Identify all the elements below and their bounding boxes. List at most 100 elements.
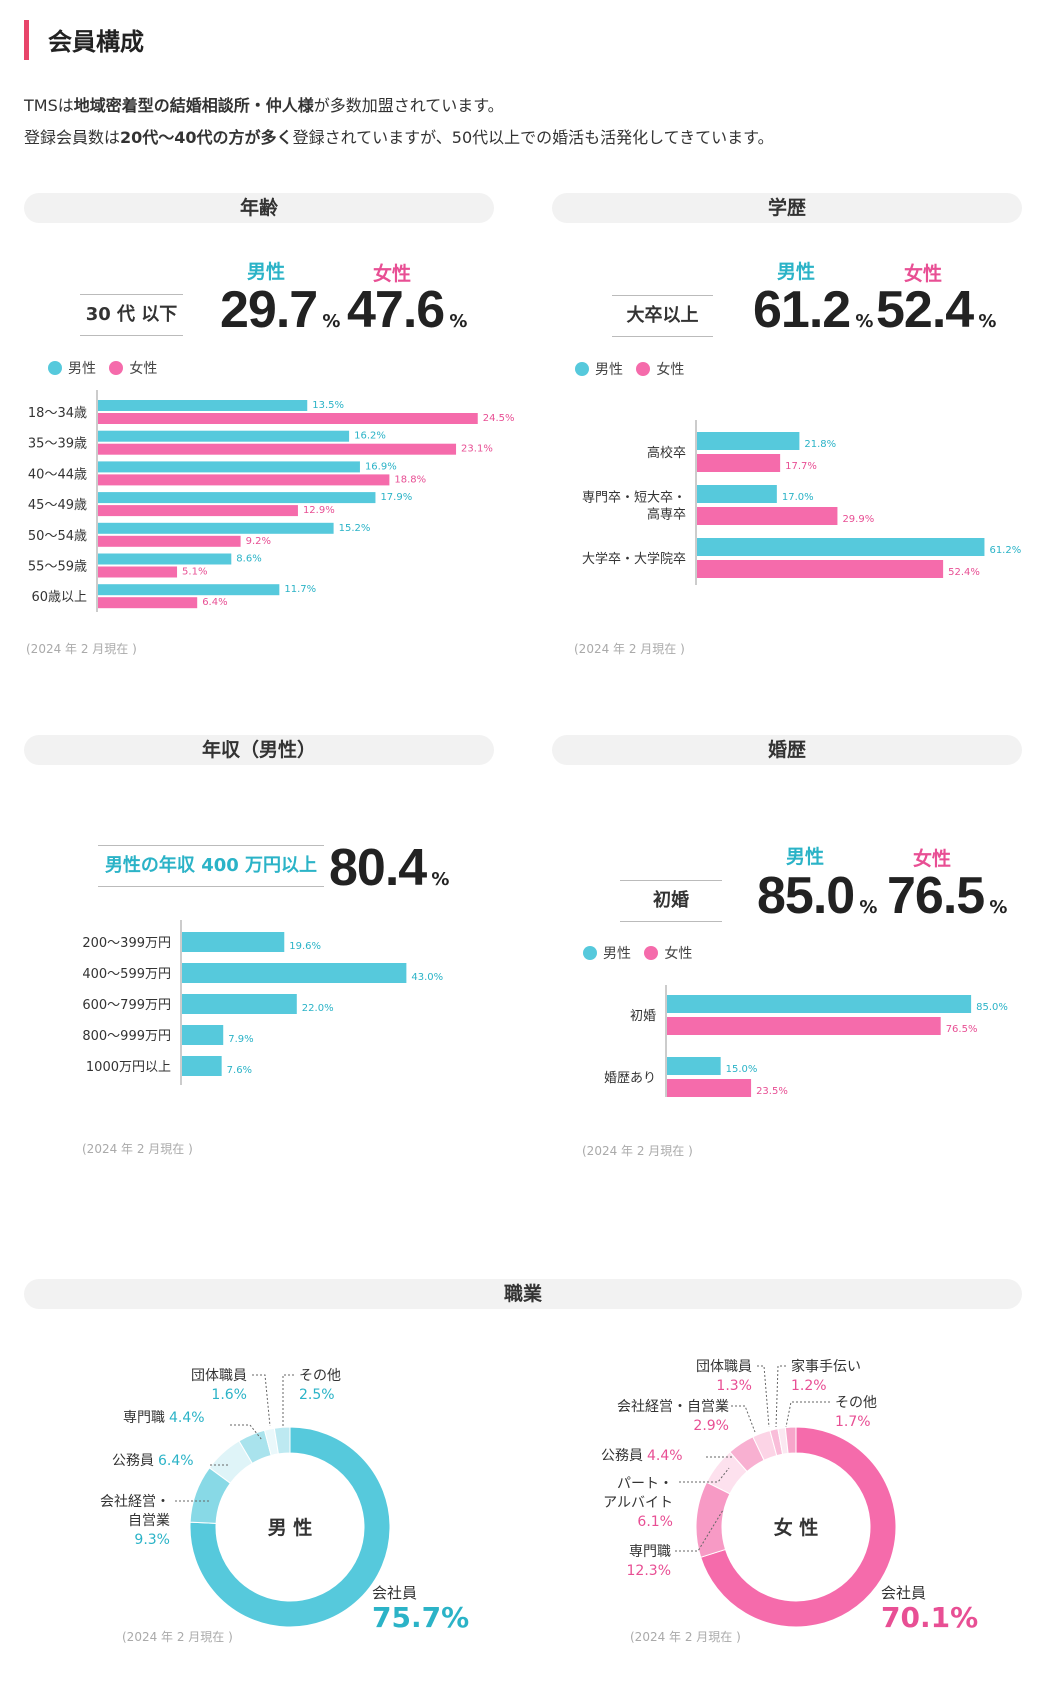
percent-unit: % xyxy=(322,311,341,332)
bar xyxy=(98,535,241,547)
slice-name-label: 専門職 xyxy=(123,1410,165,1426)
donut-slice xyxy=(273,1426,291,1455)
bar-value-label: 21.8% xyxy=(804,439,836,450)
intro-line-1: TMSは地域密着型の結婚相談所・仲人様が多数加盟されています。 xyxy=(24,92,504,116)
leader-line xyxy=(252,1374,271,1427)
age-male-value: 29.7 xyxy=(220,281,318,339)
bar xyxy=(182,1056,222,1076)
bar xyxy=(98,413,478,424)
intro-line-2: 登録会員数は20代〜40代の方が多く登録されていますが、50代以上での婚活も活発… xyxy=(24,124,774,148)
education-section-title: 学歴 xyxy=(552,193,1022,223)
bar-value-label: 23.1% xyxy=(461,444,493,455)
intro-text: 登録会員数は xyxy=(24,128,121,147)
bar xyxy=(667,1079,752,1097)
bar-value-label: 61.2% xyxy=(989,545,1021,556)
slice-value-label: 1.2% xyxy=(791,1378,827,1394)
bar-value-label: 23.5% xyxy=(756,1086,788,1097)
category-label: 18〜34歳 xyxy=(28,406,87,421)
category-label: 高専卒 xyxy=(647,507,686,523)
slice-value-label: 2.9% xyxy=(693,1418,729,1434)
category-label: 高校卒 xyxy=(647,445,686,461)
category-label: 60歳以上 xyxy=(31,590,87,605)
slice-value-label: 12.3% xyxy=(627,1563,671,1579)
category-label: 婚歴あり xyxy=(604,1071,656,1086)
leader-line xyxy=(731,1405,756,1433)
bar-value-label: 85.0% xyxy=(976,1002,1008,1013)
occupation-female-date-note: (2024 年 2 月現在 ) xyxy=(630,1630,741,1644)
bar-value-label: 5.1% xyxy=(182,567,207,578)
intro-text: TMSは xyxy=(24,96,74,115)
legend-female-label: 女性 xyxy=(129,361,158,377)
bar xyxy=(697,485,777,503)
bar-value-label: 16.9% xyxy=(365,461,397,472)
bar xyxy=(697,538,985,556)
category-label: 初婚 xyxy=(630,1009,656,1024)
bar xyxy=(667,1017,941,1035)
slice-value-label: 4.4% xyxy=(169,1410,205,1426)
slice-value-label: 6.4% xyxy=(158,1453,194,1469)
bar xyxy=(182,963,407,983)
marriage-male-stat: 85.0 % xyxy=(757,866,877,926)
bar xyxy=(98,522,334,534)
category-label: 55〜59歳 xyxy=(28,560,87,575)
occupation-section-title: 職業 xyxy=(24,1279,1022,1309)
bar xyxy=(98,400,308,411)
education-legend: 男性 女性 xyxy=(575,359,684,379)
bar xyxy=(98,461,360,473)
donut-slice xyxy=(784,1426,797,1454)
intro-text: 登録されていますが、50代以上での婚活も活発化してきています。 xyxy=(292,128,774,147)
marriage-legend: 男性 女性 xyxy=(583,943,692,963)
education-female-label: 女性 xyxy=(904,263,943,285)
percent-unit: % xyxy=(449,311,468,332)
bar-value-label: 43.0% xyxy=(411,972,443,983)
slice-name-label: その他 xyxy=(299,1368,341,1384)
bar-value-label: 29.9% xyxy=(842,514,874,525)
intro-emphasis: 地域密着型の結婚相談所・仲人様 xyxy=(73,96,314,115)
bar xyxy=(98,597,198,609)
bar xyxy=(182,932,285,952)
income-value: 80.4 xyxy=(329,839,427,897)
age-summary-label: 30 代 以下 xyxy=(80,294,183,336)
category-label: 専門卒・短大卒・ xyxy=(582,491,686,506)
female-legend-dot xyxy=(636,362,651,376)
bar xyxy=(697,454,781,472)
bar-value-label: 17.7% xyxy=(785,461,817,472)
bar-value-label: 17.0% xyxy=(782,492,814,503)
bar xyxy=(98,443,457,455)
bar-value-label: 9.2% xyxy=(246,536,271,547)
category-label: 40〜44歳 xyxy=(28,467,87,482)
bar xyxy=(667,995,972,1013)
slice-name-label: 会社員 xyxy=(372,1584,417,1602)
bar xyxy=(182,1025,224,1045)
percent-unit: % xyxy=(978,311,997,332)
bar-value-label: 18.8% xyxy=(394,474,426,485)
income-section-title: 年収（男性） xyxy=(24,735,494,765)
legend-female-label: 女性 xyxy=(664,946,693,962)
legend-male-label: 男性 xyxy=(595,362,623,378)
donut-center-label: 女 性 xyxy=(774,1516,819,1539)
marriage-male-label: 男性 xyxy=(786,846,825,868)
age-male-label: 男性 xyxy=(247,261,286,283)
leader-line xyxy=(757,1365,770,1428)
bar xyxy=(98,430,350,442)
percent-unit: % xyxy=(431,869,450,890)
female-legend-dot xyxy=(644,946,659,960)
bar xyxy=(98,492,376,504)
male-legend-dot xyxy=(575,362,589,376)
age-section-title: 年齢 xyxy=(24,193,494,223)
intro-emphasis: 20代〜40代の方が多く xyxy=(120,128,293,147)
education-bar-chart: 高校卒 21.8% 17.7% 専門卒・短大卒・高専卒 17.0% 29.9% 大学卒・大学… xyxy=(582,420,1021,585)
category-label: 200〜399万円 xyxy=(82,936,171,951)
bar-value-label: 7.9% xyxy=(228,1034,253,1045)
heading-accent-bar xyxy=(24,20,29,60)
education-summary-label: 大卒以上 xyxy=(612,295,713,337)
slice-name-label: アルバイト xyxy=(603,1495,673,1511)
bar xyxy=(697,507,838,525)
slice-value-label: 6.1% xyxy=(637,1514,673,1530)
marriage-summary-label: 初婚 xyxy=(620,880,722,922)
bar-value-label: 52.4% xyxy=(948,567,980,578)
marriage-date-note: (2024 年 2 月現在 ) xyxy=(582,1144,693,1158)
marriage-section-title: 婚歴 xyxy=(552,735,1022,765)
slice-name-label: 公務員 xyxy=(601,1448,643,1464)
